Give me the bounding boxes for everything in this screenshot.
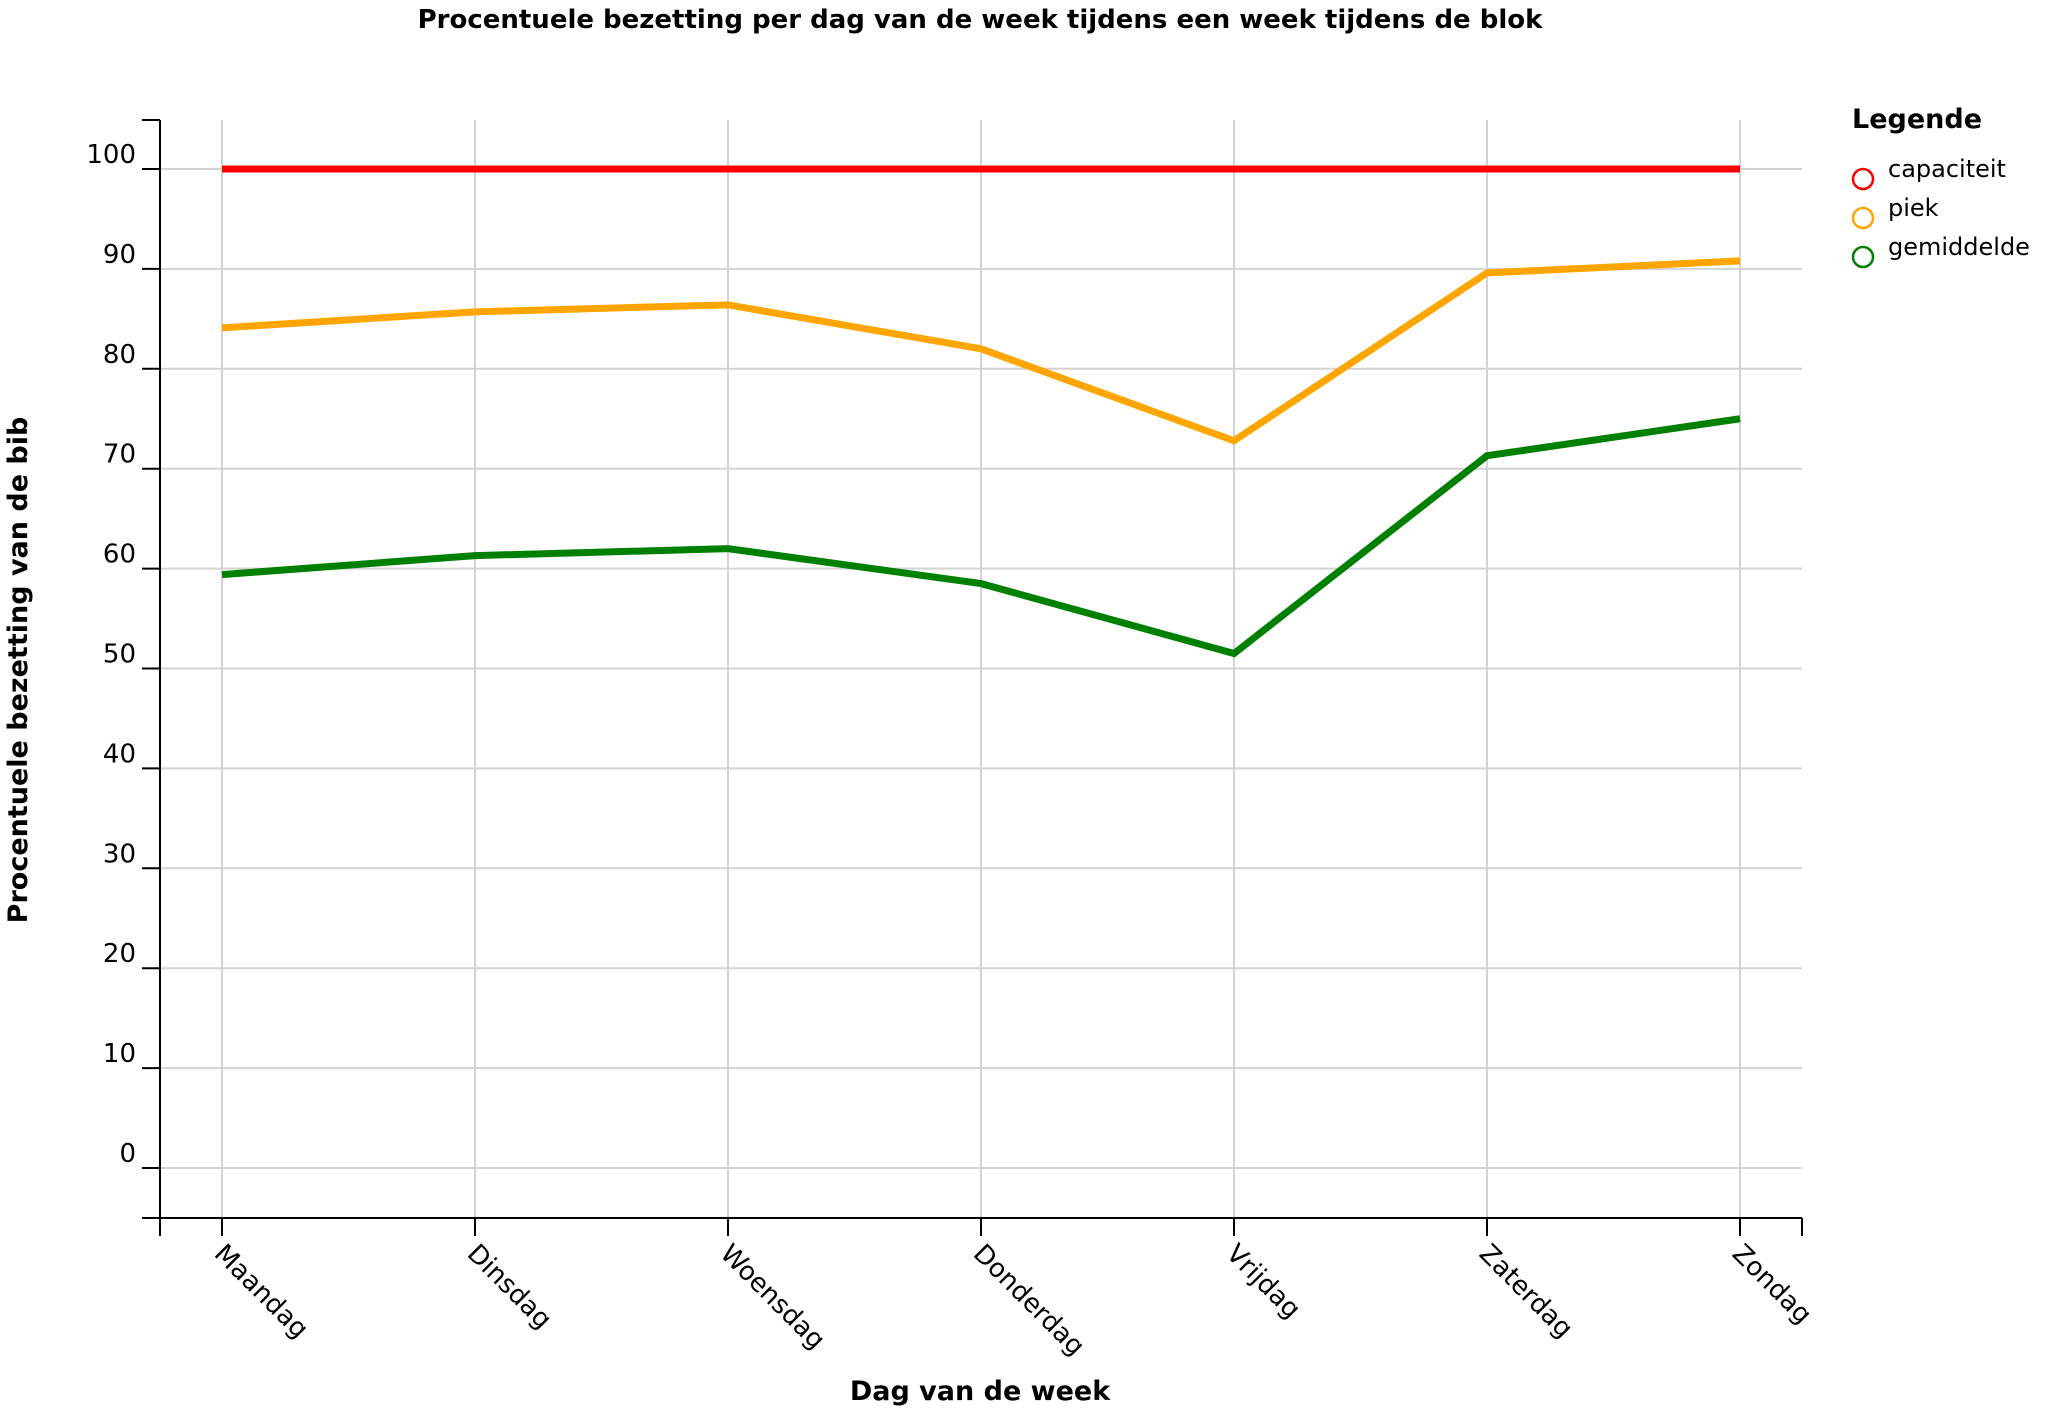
x-tick-label: Zaterdag xyxy=(1473,1239,1578,1344)
x-tick-label: Maandag xyxy=(208,1239,314,1345)
series-lines xyxy=(221,165,1741,658)
y-tick-label: 60 xyxy=(103,540,136,570)
y-tick-label: 100 xyxy=(86,140,136,170)
y-tick-label: 30 xyxy=(103,839,136,869)
legend-marker-capaciteit xyxy=(1851,167,1875,191)
series-line-gemiddelde xyxy=(221,415,1741,658)
legend-label-piek: piek xyxy=(1888,194,1939,222)
grid xyxy=(160,120,1802,1218)
y-tick-label: 10 xyxy=(103,1039,136,1069)
y-tick-label: 50 xyxy=(103,640,136,670)
legend-title: Legende xyxy=(1852,104,1982,135)
y-tick-label: 20 xyxy=(103,939,136,969)
x-axis-label: Dag van de week xyxy=(850,1376,1111,1407)
y-tick-label: 0 xyxy=(119,1139,136,1169)
y-axis-label: Procentuele bezetting van de bib xyxy=(3,417,34,924)
legend: Legende capaciteit piek gemiddelde xyxy=(1851,104,2030,269)
y-tick-label: 70 xyxy=(103,440,136,470)
x-tick-label: Dinsdag xyxy=(461,1239,557,1335)
x-tick-label: Vrijdag xyxy=(1220,1239,1306,1325)
y-tick-label: 90 xyxy=(103,240,136,270)
x-tick-label: Woensdag xyxy=(714,1239,831,1356)
x-tick-label: Zondag xyxy=(1726,1239,1817,1330)
chart-title: Procentuele bezetting per dag van de wee… xyxy=(418,5,1544,35)
legend-label-gemiddelde: gemiddelde xyxy=(1888,233,2030,261)
legend-marker-piek xyxy=(1851,206,1875,230)
series-line-piek xyxy=(221,257,1741,445)
axes: 0 10 20 30 40 50 60 70 80 90 100 Maandag Dinsdag Woen… xyxy=(86,119,1817,1362)
x-tick-label: Donderdag xyxy=(967,1239,1090,1362)
y-tick-label: 40 xyxy=(103,739,136,769)
legend-label-capaciteit: capaciteit xyxy=(1888,155,2006,183)
legend-marker-gemiddelde xyxy=(1851,245,1875,269)
y-tick-label: 80 xyxy=(103,340,136,370)
